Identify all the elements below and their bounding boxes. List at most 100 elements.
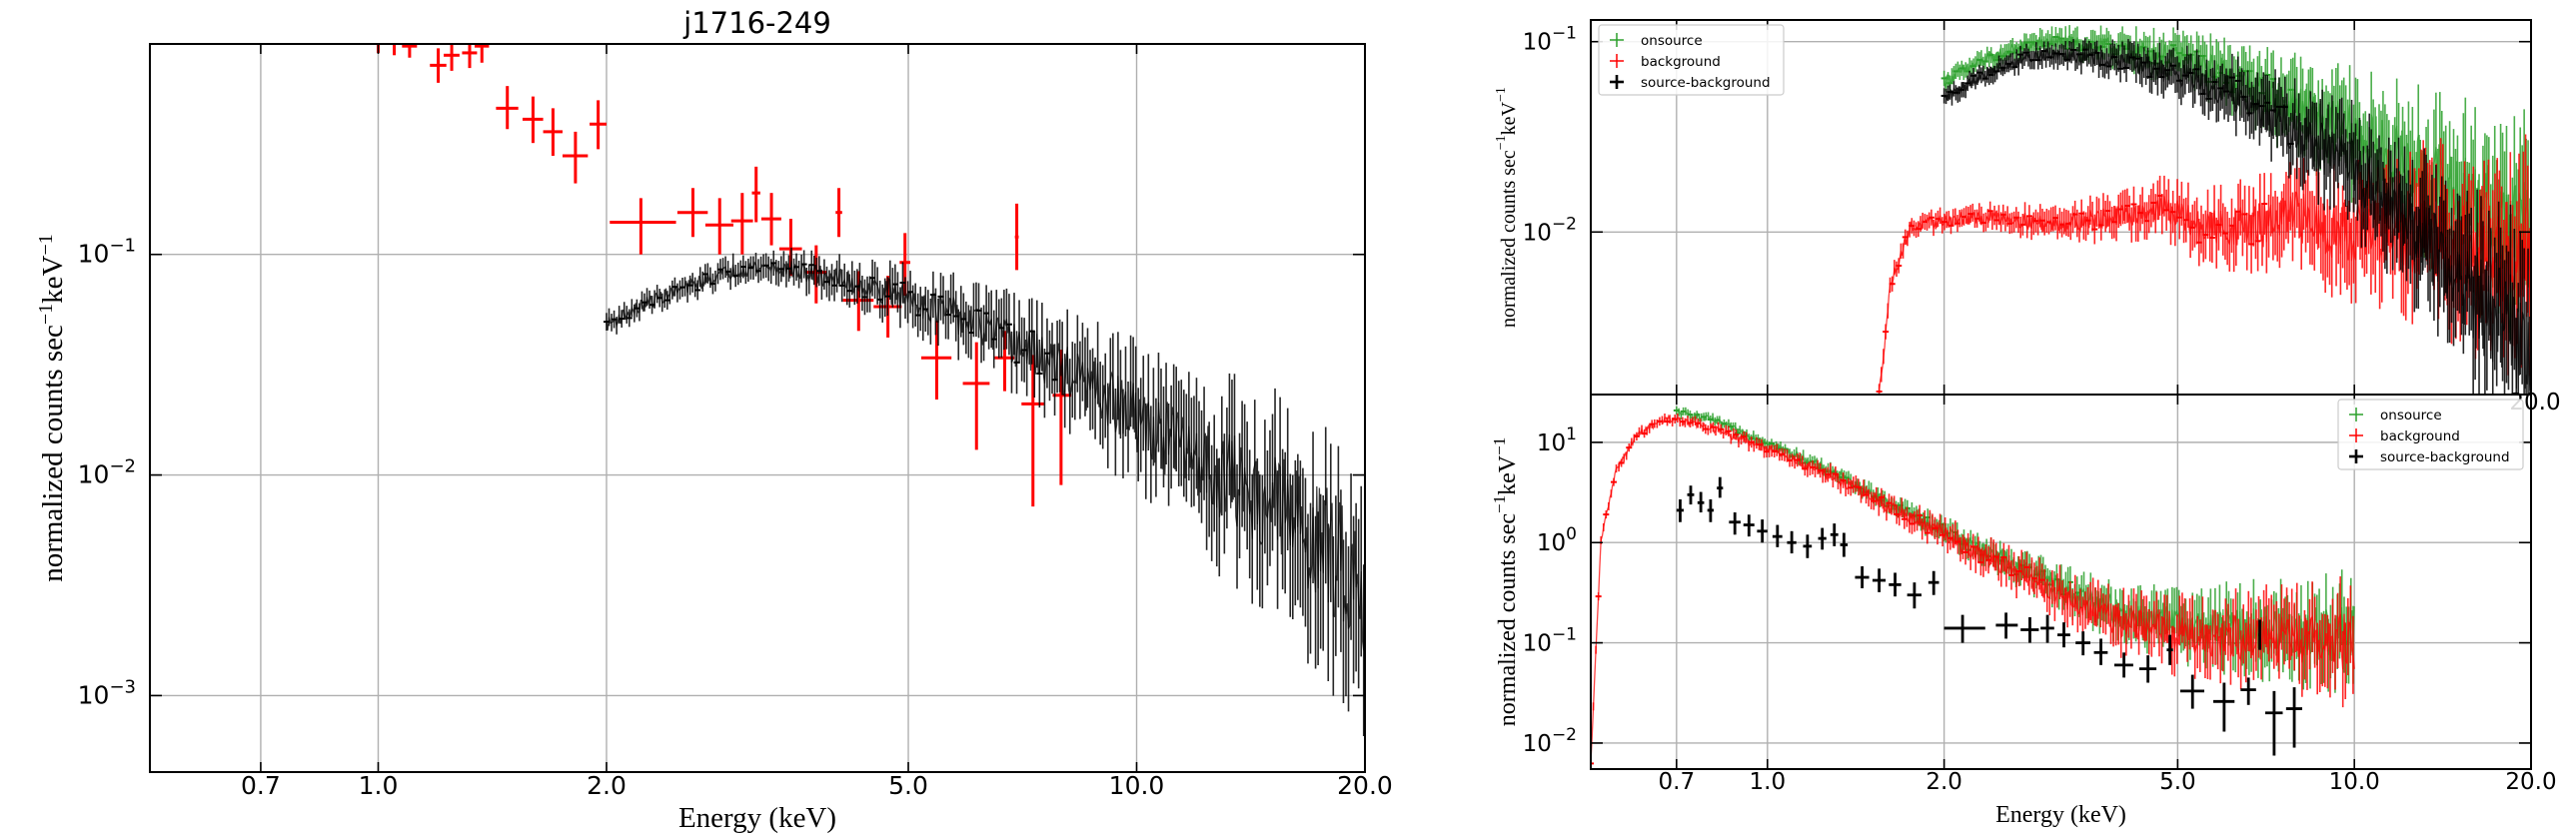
legend-box: [1598, 24, 1785, 96]
series-series-1: [603, 247, 1365, 737]
legend-label: onsource: [2380, 408, 2442, 423]
x-axis-label: Energy (keV): [678, 802, 836, 834]
data-point: [1889, 572, 1902, 597]
y-axis-label: normalized counts sec−1keV−1: [1490, 437, 1521, 726]
data-point: [2166, 634, 2173, 665]
data-point: [1787, 530, 1797, 554]
data-point: [2240, 677, 2256, 705]
data-point: [2265, 690, 2283, 756]
legend-label: source-background: [2380, 449, 2510, 465]
legend-label: source-background: [1641, 75, 1771, 91]
data-point: [2258, 619, 2262, 650]
series-line: [606, 261, 1365, 651]
y-axis-label-text: normalized counts sec: [37, 325, 69, 582]
y-axis-label-exponent: −1: [1490, 495, 1509, 513]
data-point: [522, 96, 544, 144]
data-point: [1840, 532, 1849, 557]
data-point: [2020, 616, 2039, 643]
x-tick-label: 1.0: [359, 771, 399, 800]
data-point: [1872, 568, 1887, 592]
data-point: [1697, 491, 1705, 513]
data-point: [1707, 498, 1715, 522]
y-tick-base: 10: [1523, 631, 1552, 657]
y-tick-base: 10: [78, 680, 110, 709]
plot-frame: [149, 43, 1366, 773]
data-point: [474, 44, 490, 63]
data-point: [835, 188, 842, 238]
data-point: [1772, 524, 1783, 547]
chart-title: j1716-249: [682, 6, 831, 40]
data-point: [1687, 485, 1695, 505]
y-tick-label: 10−2: [1523, 214, 1577, 246]
data-point: [1928, 570, 1939, 595]
y-tick-exponent: −2: [1552, 725, 1577, 745]
data-point: [543, 108, 563, 156]
legend: onsource background source-background: [2337, 399, 2524, 470]
y-axis-label-exponent: −1: [1494, 135, 1509, 150]
y-axis-label-text: normalized counts sec: [1498, 150, 1520, 328]
data-point: [1855, 565, 1870, 588]
x-axis-label: Energy (keV): [1995, 802, 2126, 828]
legend-entry: background: [1610, 54, 1721, 70]
data-point: [2075, 631, 2091, 656]
left-chart: 0.7 1.0 2.0 5.0 10.0 20.010−110−210−3j1716-24…: [35, 6, 1393, 834]
grid-lines: [150, 44, 1365, 772]
data-point: [562, 131, 589, 184]
data-point: [610, 198, 676, 255]
data-point: [2113, 652, 2133, 678]
data-point: [2179, 674, 2204, 709]
y-tick-base: 10: [1523, 220, 1552, 246]
data-point: [1743, 514, 1755, 537]
y-tick-exponent: −1: [1552, 625, 1577, 645]
data-point: [1943, 614, 1985, 643]
legend-entry: onsource: [2349, 408, 2442, 423]
y-axis-label-exponent: −1: [35, 234, 57, 255]
y-tick-label: 10−2: [1523, 725, 1577, 757]
series-line: [1591, 414, 2355, 764]
data-point: [760, 193, 781, 246]
y-axis-label-text: normalized counts sec: [1495, 513, 1521, 726]
x-tick-label: 20.0: [1337, 771, 1393, 800]
data-point: [1717, 476, 1724, 498]
series-source-background: [1940, 38, 2531, 395]
series-source-background: [1676, 476, 2303, 756]
legend-entry: source-background: [2349, 449, 2510, 465]
data-point: [1014, 203, 1019, 271]
x-tick-label: 10.0: [1109, 771, 1165, 800]
data-point: [751, 166, 760, 223]
y-axis-label-unit: keV: [1495, 454, 1521, 495]
x-tick-label: 10.0: [2329, 769, 2380, 795]
y-tick-base: 10: [1537, 430, 1566, 456]
data-point: [704, 198, 733, 255]
legend-label: background: [2380, 428, 2460, 444]
y-tick-exponent: 0: [1566, 524, 1577, 544]
y-tick-label: 10−3: [78, 676, 136, 709]
legend-label: onsource: [1641, 33, 1703, 49]
data-point: [920, 321, 952, 400]
data-point: [2138, 655, 2157, 683]
data-point: [1830, 523, 1839, 546]
y-tick-label: 100: [1537, 524, 1577, 556]
y-tick-exponent: −1: [109, 236, 136, 257]
legend-entry: source-background: [1610, 75, 1771, 91]
data-point: [842, 271, 874, 332]
plot-area: [1876, 25, 2531, 395]
y-axis-label-exponent: −1: [1490, 437, 1509, 455]
y-axis-label: normalized counts sec−1keV−1: [35, 234, 69, 582]
x-tick-label: 2.0: [587, 771, 627, 800]
legend-entry: background: [2349, 428, 2460, 444]
data-point: [402, 44, 418, 58]
x-tick-label: 2.0: [1926, 769, 1962, 795]
y-tick-exponent: −3: [109, 676, 136, 697]
x-tick-label: 5.0: [888, 771, 928, 800]
legend-entry: onsource: [1610, 33, 1703, 49]
x-tick-label: 0.7: [241, 771, 281, 800]
tick-marks: [1591, 20, 2531, 395]
legend-label: background: [1641, 54, 1721, 70]
x-tick-label: 20.0: [2505, 769, 2556, 795]
data-point: [2285, 687, 2303, 748]
data-point: [2213, 682, 2235, 732]
y-tick-base: 10: [1523, 30, 1552, 56]
y-axis-label-exponent: −1: [1494, 87, 1509, 102]
